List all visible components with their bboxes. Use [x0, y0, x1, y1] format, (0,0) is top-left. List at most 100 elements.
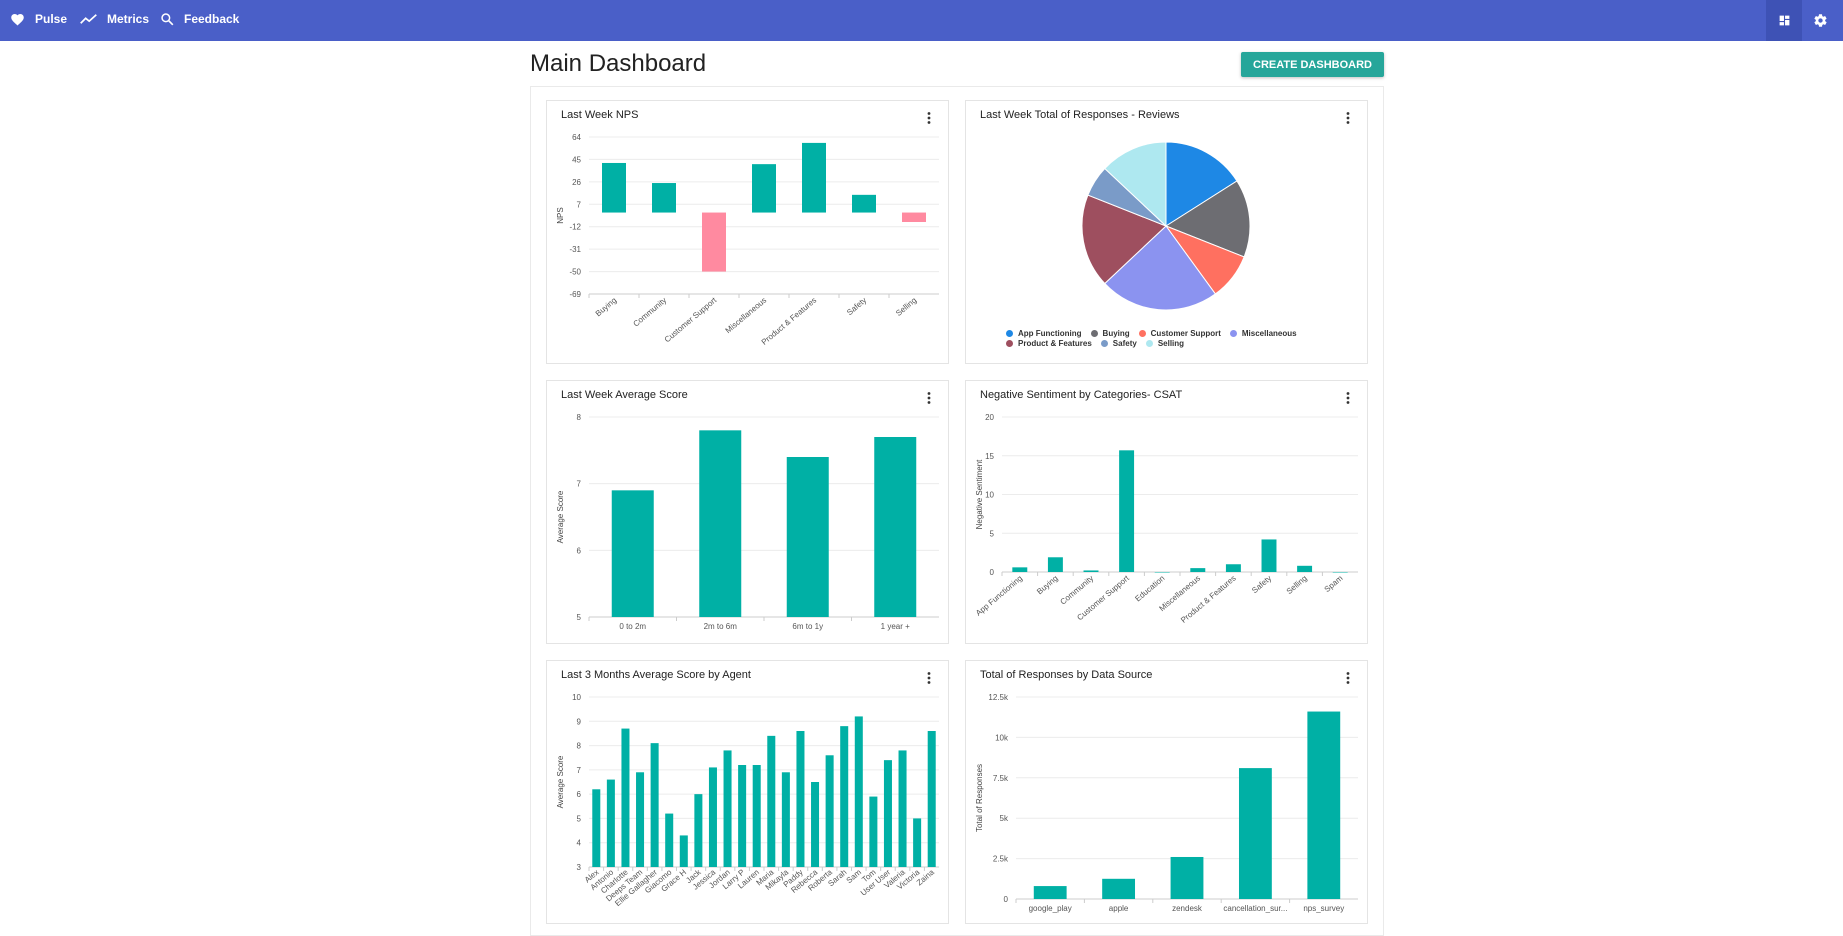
- bar: [852, 194, 876, 213]
- bar: [1154, 572, 1170, 573]
- bar: [869, 796, 878, 867]
- legend-label: Customer Support: [1150, 329, 1221, 338]
- bar: [592, 789, 601, 867]
- legend-swatch: [1006, 340, 1013, 347]
- x-tick-label: Buying: [594, 296, 619, 319]
- y-tick-label: 6: [577, 546, 582, 555]
- y-tick-label: 7: [577, 200, 582, 209]
- bar: [752, 765, 761, 867]
- x-tick-label: Education: [1133, 574, 1166, 604]
- dashboard-button[interactable]: [1766, 0, 1802, 41]
- legend-label: App Functioning: [1018, 329, 1082, 338]
- bar: [699, 430, 742, 617]
- more-vert-icon[interactable]: [924, 671, 934, 685]
- pie-slice: [1104, 141, 1167, 228]
- bar: [854, 716, 863, 867]
- y-axis-label: Negative Sentiment: [975, 459, 984, 530]
- bar: [702, 212, 726, 272]
- pie-slice: [1164, 180, 1251, 258]
- legend-item[interactable]: Safety: [1100, 339, 1137, 349]
- settings-button[interactable]: [1802, 0, 1838, 41]
- nav-item-metrics[interactable]: Metrics: [80, 0, 149, 38]
- x-tick-label: cancellation_sur...: [1223, 904, 1287, 913]
- y-tick-label: 64: [572, 133, 581, 142]
- data-source-chart: 12.5k 10k 7.5k 5k 2.5k 0 Total of Responses goo…: [975, 693, 1358, 913]
- bar: [621, 728, 630, 867]
- legend-label: Safety: [1112, 339, 1137, 348]
- y-tick-label: 26: [572, 178, 581, 187]
- x-tick-label: Safety: [1250, 574, 1273, 595]
- y-axis-label: Average Score: [556, 755, 565, 808]
- bar: [1119, 450, 1135, 572]
- bar: [902, 212, 926, 222]
- page-title: Main Dashboard: [530, 50, 707, 77]
- card-title: Negative Sentiment by Categories- CSAT: [980, 389, 1183, 401]
- bar: [1047, 557, 1063, 572]
- heart-icon: [11, 14, 24, 26]
- x-tick-label: 2m to 6m: [704, 622, 738, 631]
- y-tick-label: 5: [577, 613, 582, 622]
- y-tick-label: 8: [577, 742, 582, 751]
- bar: [786, 457, 829, 617]
- bar: [1012, 567, 1028, 572]
- bar: [708, 767, 717, 867]
- y-tick-label: 5k: [1000, 814, 1009, 823]
- x-tick-label: 0 to 2m: [619, 622, 646, 631]
- more-vert-icon[interactable]: [924, 111, 934, 125]
- bar: [636, 772, 645, 867]
- more-vert-icon[interactable]: [1343, 671, 1353, 685]
- y-tick-label: 0: [990, 568, 995, 577]
- more-vert-icon[interactable]: [1343, 391, 1353, 405]
- bar: [650, 743, 659, 867]
- legend-item[interactable]: App Functioning: [1006, 329, 1082, 339]
- bar: [927, 731, 936, 867]
- card-negative-sentiment: Negative Sentiment by Categories- CSAT 2…: [965, 380, 1368, 644]
- y-tick-label: 5: [990, 529, 995, 538]
- y-axis-label: NPS: [556, 207, 565, 223]
- y-tick-label: -50: [569, 268, 581, 277]
- x-tick-label: Selling: [894, 296, 918, 318]
- bar: [1083, 570, 1099, 572]
- legend-item[interactable]: Selling: [1145, 339, 1184, 349]
- legend-item[interactable]: Miscellaneous: [1229, 329, 1297, 339]
- legend-item[interactable]: Product & Features: [1006, 339, 1092, 349]
- legend-item[interactable]: Customer Support: [1138, 329, 1221, 339]
- bar: [1225, 564, 1241, 572]
- card-reviews-pie: Last Week Total of Responses - Reviews A…: [965, 100, 1368, 364]
- card-average-score: Last Week Average Score 8 7 6 5 Average Scor…: [546, 380, 949, 644]
- bar: [767, 735, 776, 867]
- negative-sentiment-chart: 20 15 10 5 0 Negative Sentiment App Functionin…: [974, 413, 1358, 625]
- card-last-week-nps: Last Week NPS 64 45 26 7 -12 -31 -50 -69 NPS Buyi…: [546, 100, 949, 364]
- legend-swatch: [1100, 340, 1108, 347]
- x-tick-label: zendesk: [1172, 904, 1203, 913]
- bar: [1261, 539, 1277, 572]
- card-data-source: Total of Responses by Data Source 12.5k 1…: [965, 660, 1368, 924]
- bar: [1332, 572, 1348, 573]
- nav-item-feedback[interactable]: Feedback: [160, 0, 239, 38]
- y-tick-label: 4: [577, 839, 582, 848]
- more-vert-icon[interactable]: [1343, 111, 1353, 125]
- y-tick-label: 6: [577, 790, 582, 799]
- x-tick-label: apple: [1109, 904, 1129, 913]
- bar: [874, 437, 917, 617]
- gear-icon: [1813, 14, 1827, 27]
- y-tick-label: 20: [985, 413, 994, 422]
- create-dashboard-button[interactable]: CREATE DASHBOARD: [1241, 52, 1384, 77]
- x-tick-label: Product & Features: [760, 296, 819, 347]
- y-tick-label: 12.5k: [988, 693, 1009, 702]
- bar: [611, 490, 654, 617]
- average-score-chart: 8 7 6 5 Average Score 0 to 2m 2m to 6m 6m to 1y…: [556, 413, 939, 631]
- bar: [665, 813, 674, 867]
- y-tick-label: 10k: [995, 733, 1009, 742]
- nav-label-pulse: Pulse: [35, 12, 68, 26]
- y-tick-label: 7.5k: [993, 774, 1009, 783]
- y-tick-label: 7: [577, 766, 582, 775]
- pie-slice: [1081, 194, 1167, 285]
- nav-item-pulse[interactable]: Pulse: [10, 0, 67, 38]
- bar: [1033, 886, 1067, 899]
- legend-item[interactable]: Buying: [1090, 329, 1130, 339]
- bar: [752, 164, 776, 213]
- card-title: Last Week NPS: [561, 109, 639, 121]
- x-tick-label: 6m to 1y: [792, 622, 823, 631]
- more-vert-icon[interactable]: [924, 391, 934, 405]
